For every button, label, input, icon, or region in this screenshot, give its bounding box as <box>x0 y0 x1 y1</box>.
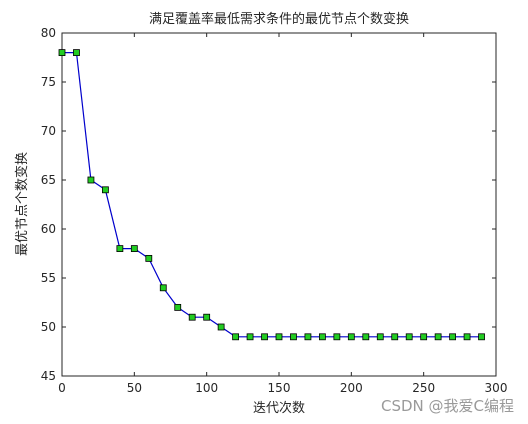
x-tick-label: 0 <box>58 381 66 395</box>
data-point-marker <box>304 333 312 341</box>
x-tick-label: 50 <box>127 381 142 395</box>
data-point-marker <box>116 245 124 253</box>
data-point-marker <box>246 333 254 341</box>
data-point-marker <box>217 323 225 331</box>
tick-labels: 0 50 100 150 200 250 300 45 50 55 60 65 70 75 80 <box>41 26 508 395</box>
data-point-marker <box>58 49 66 56</box>
chart-title: 满足覆盖率最低需求条件的最优节点个数变换 <box>149 11 409 27</box>
x-tick-label: 100 <box>195 381 218 395</box>
data-point-marker <box>449 333 457 341</box>
data-point-marker <box>333 333 341 341</box>
y-tick-label: 80 <box>41 26 56 40</box>
data-point-marker <box>261 333 268 341</box>
x-tick-label: 200 <box>340 381 363 395</box>
x-tick-label: 150 <box>268 381 291 395</box>
data-point-marker <box>376 333 384 341</box>
data-point-marker <box>362 333 370 341</box>
data-point-marker <box>159 284 167 292</box>
data-point-marker <box>130 245 138 253</box>
data-point-marker <box>232 333 240 341</box>
data-point-marker <box>275 333 283 341</box>
data-point-marker <box>145 254 153 262</box>
data-point-marker <box>478 333 485 341</box>
data-point-marker <box>87 176 95 184</box>
data-point-marker <box>174 303 182 311</box>
data-point-marker <box>347 333 355 341</box>
data-point-marker <box>463 333 471 341</box>
y-tick-label: 70 <box>41 124 56 138</box>
y-tick-label: 45 <box>41 369 56 383</box>
data-point-marker <box>420 333 428 341</box>
data-point-marker <box>290 333 297 341</box>
data-point-marker <box>318 333 326 341</box>
x-tick-label: 300 <box>485 381 508 395</box>
x-axis-label: 迭代次数 <box>253 400 305 416</box>
axis-ticks <box>61 32 497 377</box>
y-tick-label: 75 <box>41 75 56 89</box>
x-tick-label: 250 <box>412 381 435 395</box>
series-markers <box>58 49 485 341</box>
data-point-marker <box>203 313 211 321</box>
data-point-marker <box>391 333 399 341</box>
y-axis-label: 最优节点个数变换 <box>14 152 30 256</box>
plot-area <box>61 32 497 377</box>
y-tick-label: 60 <box>41 222 56 236</box>
data-point-marker <box>405 333 413 341</box>
y-tick-label: 65 <box>41 173 56 187</box>
watermark: CSDN @我爱C编程 <box>380 397 514 415</box>
data-point-marker <box>188 313 196 321</box>
y-tick-label: 55 <box>41 271 56 285</box>
data-point-marker <box>73 49 80 56</box>
y-tick-label: 50 <box>41 320 56 334</box>
data-point-marker <box>434 333 442 341</box>
data-point-marker <box>102 186 109 194</box>
